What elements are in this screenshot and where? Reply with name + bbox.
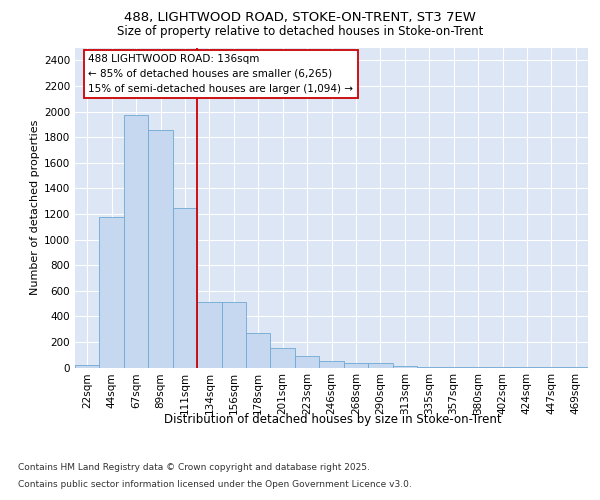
- Y-axis label: Number of detached properties: Number of detached properties: [30, 120, 40, 295]
- Text: 488, LIGHTWOOD ROAD, STOKE-ON-TRENT, ST3 7EW: 488, LIGHTWOOD ROAD, STOKE-ON-TRENT, ST3…: [124, 11, 476, 24]
- Bar: [344, 363, 368, 368]
- Bar: [392, 366, 417, 368]
- Text: 488 LIGHTWOOD ROAD: 136sqm
← 85% of detached houses are smaller (6,265)
15% of s: 488 LIGHTWOOD ROAD: 136sqm ← 85% of deta…: [88, 54, 353, 94]
- Bar: [124, 114, 148, 368]
- Bar: [417, 367, 442, 368]
- Bar: [319, 361, 344, 368]
- Text: Contains HM Land Registry data © Crown copyright and database right 2025.: Contains HM Land Registry data © Crown c…: [18, 464, 370, 472]
- Bar: [173, 208, 197, 368]
- Bar: [271, 348, 295, 368]
- Bar: [100, 217, 124, 368]
- Bar: [221, 302, 246, 368]
- Bar: [246, 333, 271, 368]
- Text: Distribution of detached houses by size in Stoke-on-Trent: Distribution of detached houses by size …: [164, 412, 502, 426]
- Bar: [442, 367, 466, 368]
- Bar: [368, 363, 392, 368]
- Text: Size of property relative to detached houses in Stoke-on-Trent: Size of property relative to detached ho…: [117, 25, 483, 38]
- Bar: [295, 356, 319, 368]
- Bar: [148, 130, 173, 368]
- Bar: [197, 302, 221, 368]
- Text: Contains public sector information licensed under the Open Government Licence v3: Contains public sector information licen…: [18, 480, 412, 489]
- Bar: [75, 364, 100, 368]
